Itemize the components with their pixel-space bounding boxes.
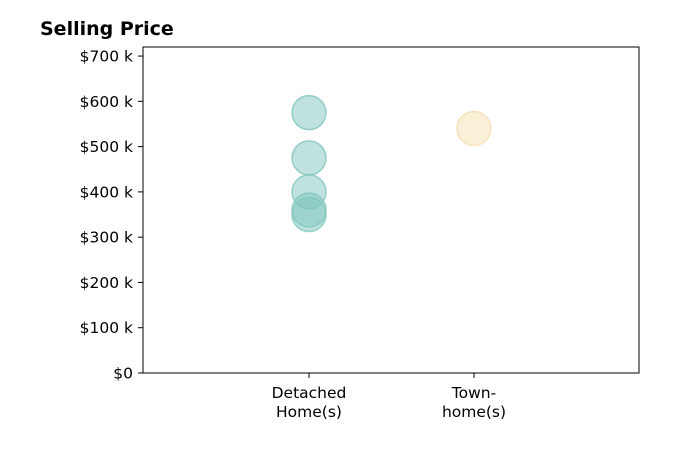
data-point — [291, 94, 327, 131]
chart-marks — [291, 94, 492, 233]
data-point — [291, 196, 327, 233]
y-tick-label: $0 — [113, 365, 133, 383]
plot-frame — [142, 46, 640, 374]
y-tick-label: $300 k — [80, 229, 133, 247]
data-point — [291, 140, 327, 176]
data-point — [456, 110, 492, 147]
y-tick-label: $200 k — [80, 274, 133, 292]
y-tick-label: $100 k — [80, 319, 133, 337]
x-tick-label: Town-home(s) — [442, 384, 506, 421]
x-axis: Detached Home(s) Town-home(s) — [272, 373, 506, 421]
x-tick-label: Detached Home(s) — [272, 384, 347, 421]
y-tick-label: $400 k — [80, 183, 133, 201]
y-tick-label: $700 k — [80, 48, 133, 66]
y-tick-label: $600 k — [80, 93, 133, 111]
y-axis: $0 $100 k $200 k $300 k $400 k $500 k $600 k $7… — [80, 48, 143, 383]
y-tick-label: $500 k — [80, 138, 133, 156]
chart-title: Selling Price — [40, 18, 174, 40]
